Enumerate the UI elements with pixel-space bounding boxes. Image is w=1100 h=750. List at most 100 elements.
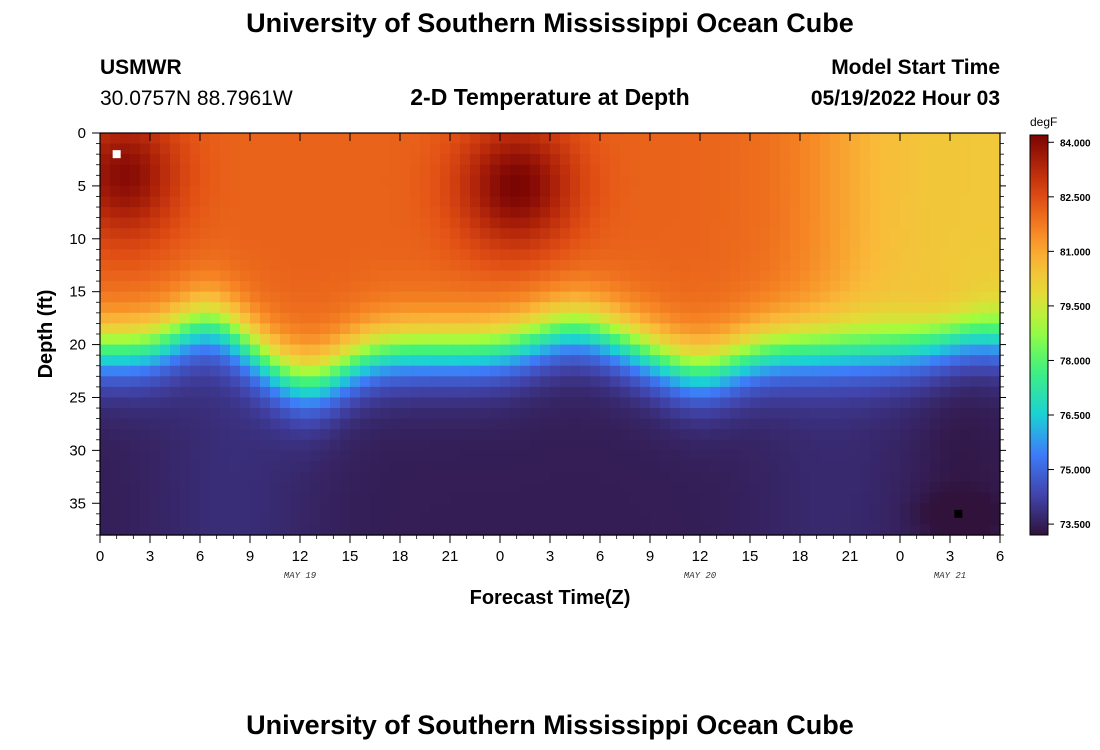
- heatmap-cell: [770, 238, 781, 250]
- heatmap-cell: [830, 302, 841, 314]
- heatmap-cell: [410, 386, 421, 399]
- heatmap-cell: [840, 238, 851, 250]
- heatmap-cell: [320, 460, 331, 473]
- heatmap-cell: [790, 281, 801, 293]
- heatmap-cell: [730, 482, 741, 494]
- heatmap-cell: [130, 429, 141, 441]
- heatmap-cell: [630, 334, 641, 346]
- heatmap-cell: [450, 429, 461, 441]
- y-tick-label: 30: [69, 442, 86, 459]
- heatmap-cell: [270, 513, 281, 526]
- heatmap-cell: [740, 524, 751, 536]
- heatmap-cell: [260, 207, 271, 219]
- heatmap-cell: [150, 249, 161, 261]
- heatmap-cell: [200, 323, 211, 335]
- heatmap-cell: [740, 323, 751, 335]
- heatmap-cell: [100, 450, 111, 462]
- heatmap-cell: [180, 429, 191, 441]
- heatmap-cell: [850, 312, 861, 325]
- heatmap-cell: [370, 323, 381, 335]
- heatmap-cell: [790, 312, 801, 325]
- heatmap-cell: [130, 471, 141, 483]
- heatmap-cell: [280, 334, 291, 346]
- heatmap-cell: [350, 492, 361, 504]
- heatmap-cell: [590, 291, 601, 303]
- heatmap-cell: [420, 249, 431, 261]
- heatmap-cell: [880, 143, 891, 155]
- heatmap-cell: [860, 196, 871, 208]
- heatmap-cell: [320, 450, 331, 462]
- heatmap-cell: [560, 513, 571, 526]
- heatmap-cell: [780, 249, 791, 261]
- heatmap-cell: [740, 397, 751, 409]
- heatmap-cell: [960, 228, 971, 240]
- heatmap-cell: [620, 259, 631, 272]
- heatmap-cell: [970, 429, 981, 441]
- heatmap-cell: [320, 418, 331, 430]
- heatmap-cell: [480, 323, 491, 335]
- heatmap-cell: [560, 249, 571, 261]
- heatmap-cell: [160, 429, 171, 441]
- heatmap-cell: [280, 397, 291, 409]
- heatmap-cell: [540, 281, 551, 293]
- heatmap-cell: [720, 249, 731, 261]
- heatmap-cell: [340, 365, 351, 377]
- heatmap-cell: [360, 302, 371, 314]
- heatmap-cell: [260, 513, 271, 526]
- heatmap-cell: [130, 185, 141, 198]
- heatmap-cell: [550, 408, 561, 420]
- heatmap-cell: [610, 482, 621, 494]
- heatmap-cell: [560, 238, 571, 250]
- heatmap-cell: [970, 524, 981, 536]
- heatmap-cell: [640, 228, 651, 240]
- heatmap-cell: [270, 185, 281, 198]
- heatmap-cell: [620, 270, 631, 282]
- heatmap-cell: [340, 259, 351, 272]
- heatmap-cell: [120, 513, 131, 526]
- heatmap-cell: [110, 344, 121, 356]
- heatmap-cell: [710, 471, 721, 483]
- heatmap-cell: [530, 259, 541, 272]
- x-tick-label: 18: [392, 548, 409, 565]
- heatmap-cell: [480, 365, 491, 377]
- heatmap-cell: [420, 450, 431, 462]
- heatmap-cell: [460, 154, 471, 166]
- heatmap-cell: [450, 492, 461, 504]
- heatmap-cell: [310, 154, 321, 166]
- heatmap-cell: [590, 196, 601, 208]
- heatmap-cell: [260, 228, 271, 240]
- heatmap-cell: [650, 281, 661, 293]
- heatmap-cell: [430, 397, 441, 409]
- heatmap-cell: [880, 524, 891, 536]
- heatmap-cell: [620, 228, 631, 240]
- heatmap-cell: [840, 259, 851, 272]
- heatmap-cell: [990, 334, 1001, 346]
- heatmap-cell: [110, 397, 121, 409]
- heatmap-cell: [180, 386, 191, 399]
- heatmap-cell: [280, 418, 291, 430]
- heatmap-cell: [710, 418, 721, 430]
- heatmap-cell: [540, 513, 551, 526]
- heatmap-cell: [820, 482, 831, 494]
- heatmap-cell: [890, 503, 901, 515]
- heatmap-cell: [850, 344, 861, 356]
- heatmap-cell: [890, 513, 901, 526]
- heatmap-cell: [220, 450, 231, 462]
- heatmap-cell: [240, 334, 251, 346]
- heatmap-cell: [180, 207, 191, 219]
- heatmap-cell: [280, 365, 291, 377]
- heatmap-cell: [360, 154, 371, 166]
- heatmap-cell: [780, 323, 791, 335]
- heatmap-cell: [560, 196, 571, 208]
- heatmap-cell: [710, 429, 721, 441]
- heatmap-cell: [920, 302, 931, 314]
- heatmap-cell: [690, 259, 701, 272]
- heatmap-cell: [170, 355, 181, 367]
- heatmap-cell: [710, 164, 721, 176]
- heatmap-cell: [340, 154, 351, 166]
- heatmap-cell: [590, 185, 601, 198]
- heatmap-cell: [700, 143, 711, 155]
- heatmap-cell: [570, 185, 581, 198]
- heatmap-cell: [900, 471, 911, 483]
- heatmap-cell: [860, 450, 871, 462]
